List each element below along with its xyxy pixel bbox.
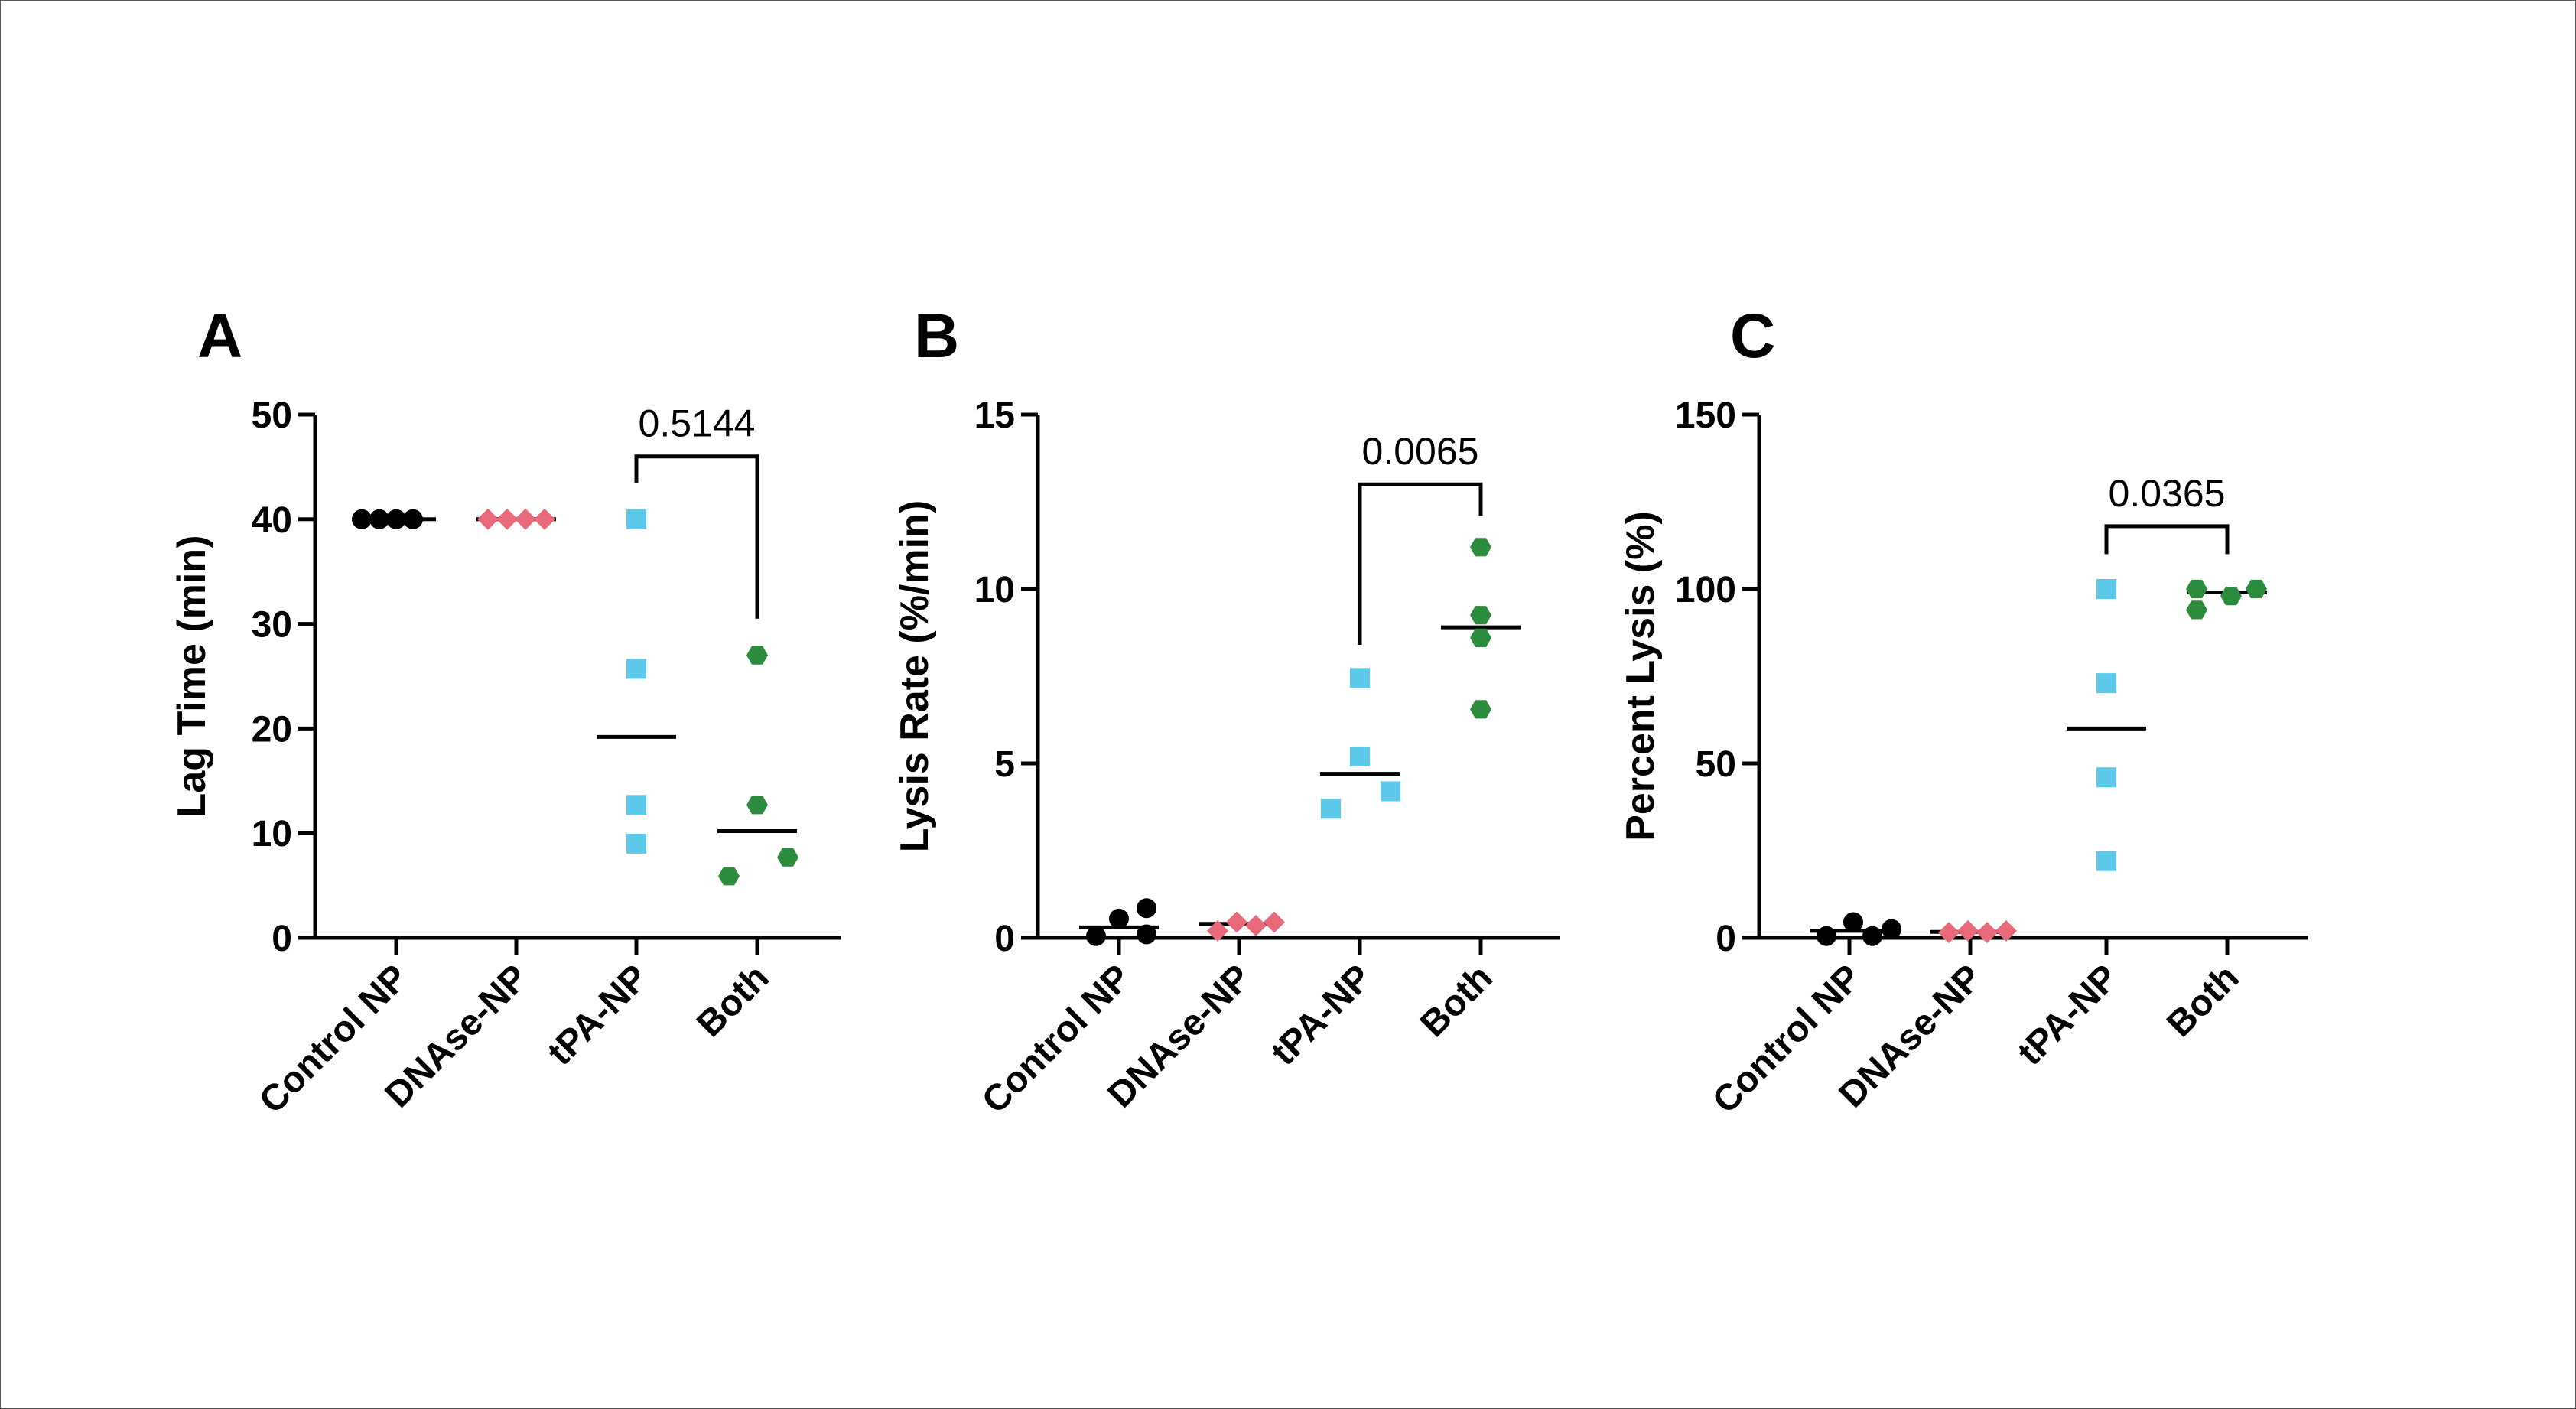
data-point — [403, 509, 423, 529]
data-point — [496, 508, 518, 530]
data-point — [626, 659, 646, 679]
data-point — [1321, 799, 1341, 819]
data-point — [1976, 922, 1998, 944]
y-tick-label: 40 — [252, 500, 292, 541]
data-point — [1381, 781, 1400, 802]
y-axis-label: Percent Lysis (%) — [1618, 511, 1663, 841]
data-point — [626, 833, 646, 854]
y-tick-label: 30 — [252, 605, 292, 646]
x-tick-label: tPA-NP — [2010, 957, 2126, 1073]
x-tick-label: Both — [2159, 957, 2247, 1045]
y-tick-label: 20 — [252, 709, 292, 750]
data-point — [746, 646, 768, 665]
y-tick-label: 10 — [974, 570, 1015, 610]
data-point — [718, 867, 740, 886]
data-point — [1264, 911, 1285, 933]
data-point — [626, 795, 646, 815]
y-tick-label: 0 — [994, 919, 1015, 959]
data-point — [2246, 579, 2267, 599]
data-point — [1957, 919, 1979, 942]
data-point — [1470, 628, 1491, 647]
data-point — [1137, 898, 1156, 919]
y-tick-label: 0 — [1716, 919, 1736, 959]
data-point — [1882, 919, 1901, 939]
data-point — [1226, 911, 1247, 933]
x-tick-label: tPA-NP — [1264, 957, 1380, 1073]
significance-bracket — [634, 454, 759, 619]
data-point — [1109, 908, 1129, 929]
data-point — [1470, 700, 1491, 719]
p-value-label: 0.5144 — [639, 402, 756, 445]
data-point — [2096, 579, 2116, 599]
data-point — [1843, 912, 1863, 932]
data-point — [2186, 600, 2207, 620]
data-point — [2096, 851, 2116, 871]
panel-letter: C — [1730, 301, 1775, 371]
data-point — [1995, 919, 2017, 942]
data-point — [386, 509, 406, 529]
p-value-label: 0.0065 — [1362, 430, 1479, 473]
y-tick-label: 0 — [272, 919, 292, 959]
x-tick-label: Both — [689, 957, 777, 1045]
y-tick-label: 10 — [252, 814, 292, 854]
data-point — [1862, 926, 1882, 946]
significance-bracket — [1358, 482, 1483, 645]
data-point — [2220, 587, 2242, 606]
data-point — [352, 509, 372, 529]
p-value-label: 0.0365 — [2109, 472, 2226, 515]
data-point — [1245, 915, 1267, 937]
y-tick-label: 50 — [1696, 744, 1736, 785]
panel-letter: B — [914, 301, 959, 371]
data-point — [1086, 926, 1106, 946]
data-point — [746, 796, 768, 815]
data-point — [534, 508, 555, 530]
data-point — [1350, 668, 1370, 688]
data-point — [1470, 606, 1491, 625]
x-tick-label: tPA-NP — [540, 957, 656, 1073]
data-point — [2186, 579, 2207, 599]
y-tick-label: 100 — [1675, 570, 1736, 610]
panel-letter: A — [197, 301, 242, 371]
x-tick-label: Both — [1413, 957, 1501, 1045]
data-point — [1470, 538, 1491, 557]
data-point — [477, 508, 499, 530]
data-point — [777, 848, 798, 867]
data-point — [1350, 746, 1370, 766]
y-axis-label: Lysis Rate (%/min) — [893, 500, 937, 852]
data-point — [626, 509, 646, 529]
y-tick-label: 50 — [252, 395, 292, 436]
data-point — [1207, 919, 1228, 942]
data-point — [1137, 924, 1156, 945]
y-tick-label: 5 — [994, 744, 1015, 785]
data-point — [1817, 926, 1836, 946]
data-point — [1938, 922, 1960, 944]
data-point — [2096, 767, 2116, 788]
data-point — [515, 508, 536, 530]
y-tick-label: 150 — [1675, 395, 1736, 436]
data-point — [2096, 673, 2116, 694]
y-axis-label: Lag Time (min) — [170, 535, 214, 818]
y-tick-label: 15 — [974, 395, 1015, 436]
significance-bracket — [2104, 524, 2230, 555]
data-point — [369, 509, 389, 529]
